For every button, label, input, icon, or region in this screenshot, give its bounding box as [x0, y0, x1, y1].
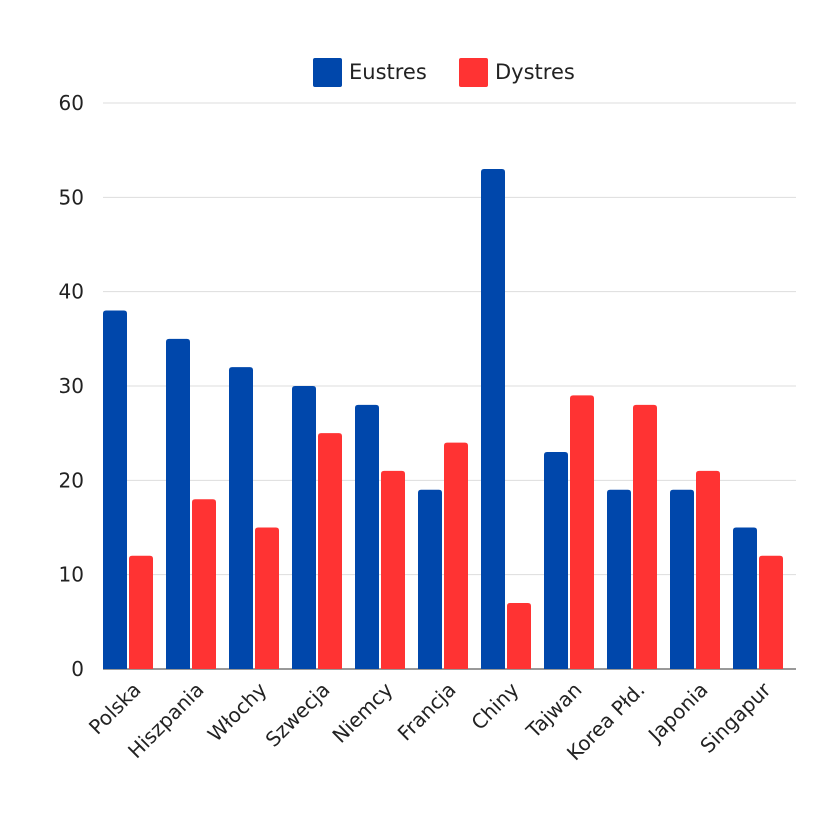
bar-eustres-6 — [481, 169, 505, 670]
legend-item-dystres: Dystres — [459, 58, 575, 87]
legend-swatch — [313, 58, 342, 87]
bar-dystres-1 — [192, 499, 216, 669]
bar-dystres-7 — [570, 395, 594, 669]
y-tick-label: 20 — [59, 468, 84, 492]
x-tick-label: Chiny — [466, 677, 523, 734]
legend-label: Dystres — [495, 60, 575, 84]
x-tick-label: Szwecja — [261, 678, 335, 752]
bar-dystres-4 — [381, 470, 405, 669]
y-tick-label: 0 — [71, 657, 84, 681]
bar-eustres-10 — [733, 527, 757, 669]
bar-eustres-1 — [166, 338, 190, 669]
bar-eustres-7 — [544, 452, 568, 669]
legend-item-eustres: Eustres — [313, 58, 427, 87]
x-tick-label: Singapur — [695, 677, 776, 758]
bar-eustres-3 — [292, 386, 316, 669]
y-tick-label: 30 — [59, 374, 84, 398]
x-tick-label: Francja — [393, 678, 461, 746]
bar-dystres-10 — [759, 555, 783, 669]
bar-dystres-2 — [255, 527, 279, 669]
bar-dystres-8 — [633, 404, 657, 669]
bar-dystres-9 — [696, 470, 720, 669]
x-axis: PolskaHiszpaniaWłochySzwecjaNiemcyFrancj… — [84, 677, 776, 765]
x-tick-label: Polska — [84, 678, 146, 740]
bars-layer — [103, 169, 783, 670]
x-tick-label: Niemcy — [327, 677, 397, 747]
legend-label: Eustres — [349, 60, 427, 84]
legend: Eustres Dystres — [313, 58, 575, 87]
bar-eustres-5 — [418, 489, 442, 669]
y-tick-label: 60 — [59, 91, 84, 115]
y-tick-label: 10 — [59, 563, 84, 587]
bar-eustres-9 — [670, 489, 694, 669]
bar-eustres-8 — [607, 489, 631, 669]
bar-dystres-3 — [318, 433, 342, 669]
bar-eustres-2 — [229, 367, 253, 669]
y-axis: 0 10 20 30 40 50 60 — [59, 91, 84, 681]
bar-eustres-0 — [103, 310, 127, 669]
y-tick-label: 50 — [59, 185, 84, 209]
bar-dystres-6 — [507, 602, 531, 669]
bar-dystres-5 — [444, 442, 468, 669]
y-tick-label: 40 — [59, 280, 84, 304]
legend-swatch — [459, 58, 488, 87]
bar-eustres-4 — [355, 404, 379, 669]
grid-layer — [103, 102, 796, 670]
bar-dystres-0 — [129, 555, 153, 669]
